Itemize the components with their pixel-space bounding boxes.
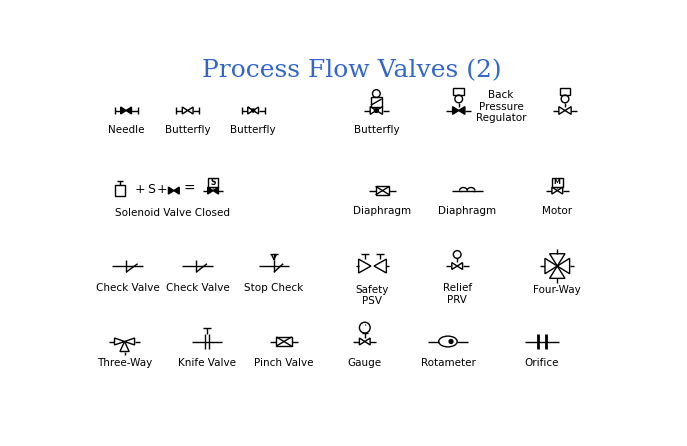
Polygon shape xyxy=(115,338,124,345)
Text: Orifice: Orifice xyxy=(525,359,559,368)
Polygon shape xyxy=(188,107,193,114)
Polygon shape xyxy=(545,258,557,274)
Text: Pinch Valve: Pinch Valve xyxy=(254,359,314,368)
Text: Butterfly: Butterfly xyxy=(354,125,399,135)
Text: Solenoid Valve Closed: Solenoid Valve Closed xyxy=(115,207,229,218)
Polygon shape xyxy=(182,107,188,114)
Text: Three-Way: Three-Way xyxy=(97,359,153,368)
Polygon shape xyxy=(213,187,218,194)
Text: =: = xyxy=(183,182,195,196)
Circle shape xyxy=(449,339,453,343)
Polygon shape xyxy=(565,107,571,114)
Text: S: S xyxy=(210,178,216,187)
Text: Relief
PRV: Relief PRV xyxy=(442,283,472,305)
Text: +: + xyxy=(135,182,145,195)
Text: Motor: Motor xyxy=(542,206,572,216)
Text: Stop Check: Stop Check xyxy=(245,283,304,293)
Bar xyxy=(560,88,570,95)
Text: M: M xyxy=(554,179,561,186)
Polygon shape xyxy=(559,107,565,114)
Bar xyxy=(371,97,382,107)
Text: Four-Way: Four-Way xyxy=(533,285,581,294)
Polygon shape xyxy=(365,338,370,345)
Polygon shape xyxy=(126,107,131,114)
Bar xyxy=(276,337,292,346)
Bar xyxy=(552,178,563,187)
Polygon shape xyxy=(376,107,383,114)
Circle shape xyxy=(374,108,379,112)
Polygon shape xyxy=(124,338,135,345)
Polygon shape xyxy=(459,107,465,114)
Text: +: + xyxy=(156,182,167,195)
Text: Safety
PSV: Safety PSV xyxy=(356,285,389,306)
Polygon shape xyxy=(370,107,376,114)
Polygon shape xyxy=(557,187,563,194)
Text: Gauge: Gauge xyxy=(348,359,382,368)
Text: Butterfly: Butterfly xyxy=(230,125,276,135)
Bar xyxy=(207,178,218,187)
Polygon shape xyxy=(453,107,459,114)
Polygon shape xyxy=(121,107,126,114)
Text: Needle: Needle xyxy=(108,125,144,135)
Text: Back
Pressure
Regulator: Back Pressure Regulator xyxy=(475,90,526,123)
Text: Diaphragm: Diaphragm xyxy=(353,206,412,216)
Text: Check Valve: Check Valve xyxy=(166,283,229,293)
Polygon shape xyxy=(168,187,174,194)
Polygon shape xyxy=(248,107,253,114)
Bar xyxy=(115,185,125,196)
Text: Check Valve: Check Valve xyxy=(95,283,159,293)
Polygon shape xyxy=(359,338,365,345)
Text: Diaphragm: Diaphragm xyxy=(438,206,496,216)
Polygon shape xyxy=(174,187,179,194)
Circle shape xyxy=(251,109,255,112)
Polygon shape xyxy=(552,187,557,194)
Bar xyxy=(376,186,390,195)
Bar xyxy=(453,88,464,95)
Polygon shape xyxy=(557,258,570,274)
Text: S: S xyxy=(147,182,155,195)
Text: Process Flow Valves (2): Process Flow Valves (2) xyxy=(202,60,502,83)
Text: Rotameter: Rotameter xyxy=(420,359,475,368)
Polygon shape xyxy=(452,263,457,269)
Text: Butterfly: Butterfly xyxy=(165,125,210,135)
Polygon shape xyxy=(457,263,462,269)
Polygon shape xyxy=(253,107,258,114)
Polygon shape xyxy=(207,187,213,194)
Text: Knife Valve: Knife Valve xyxy=(178,359,236,368)
